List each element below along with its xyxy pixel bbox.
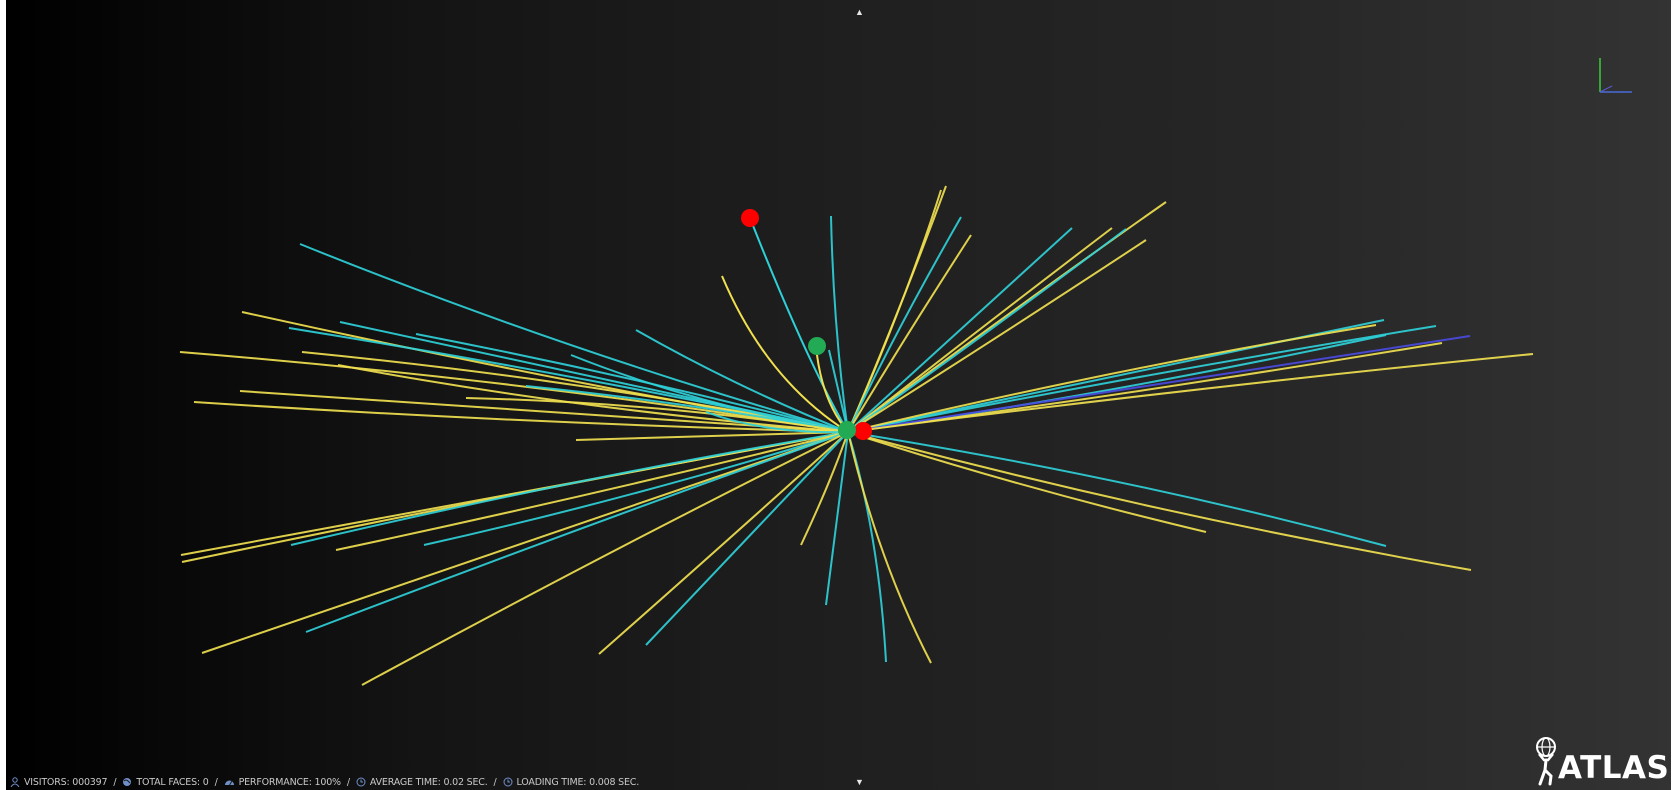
loading-time-label: LOADING TIME: 0.008 SEC. xyxy=(516,776,640,788)
expand-down-arrow-icon[interactable]: ▼ xyxy=(855,777,864,787)
loading-time-stat: LOADING TIME: 0.008 SEC. xyxy=(503,776,640,788)
particle-track xyxy=(575,431,849,441)
user-icon xyxy=(10,777,20,787)
particle-track xyxy=(847,431,1387,547)
clock-icon xyxy=(356,777,366,787)
average-time-stat: AVERAGE TIME: 0.02 SEC. xyxy=(356,777,488,788)
particle-track xyxy=(847,431,1207,533)
particle-track xyxy=(645,431,849,646)
particle-track xyxy=(847,239,1147,433)
particle-track xyxy=(290,431,849,546)
particle-track xyxy=(635,329,849,433)
performance-label: PERFORMANCE: 100% xyxy=(238,776,341,788)
expand-up-arrow-icon[interactable]: ▲ xyxy=(855,7,864,17)
axes-orientation-icon xyxy=(1599,58,1632,93)
electron-marker xyxy=(808,337,826,355)
particle-track xyxy=(847,325,1437,433)
event-display-canvas[interactable] xyxy=(6,0,1671,790)
particle-track xyxy=(299,243,849,433)
particle-track xyxy=(465,397,849,433)
separator: / xyxy=(214,776,218,788)
particle-track xyxy=(847,334,1387,433)
visitors-label: VISITORS: 000397 xyxy=(24,776,108,788)
average-time-label: AVERAGE TIME: 0.02 SEC. xyxy=(369,776,488,788)
clock-icon xyxy=(503,777,513,787)
particle-track xyxy=(335,431,849,551)
particle-track xyxy=(598,431,849,655)
particle-track xyxy=(800,431,849,546)
particle-track xyxy=(847,353,1534,433)
particle-track xyxy=(825,431,849,606)
particle-track xyxy=(830,215,849,433)
particle-track xyxy=(847,189,942,433)
total-faces-label: TOTAL FACES: 0 xyxy=(136,776,209,788)
separator: / xyxy=(113,776,117,788)
particle-track xyxy=(201,431,849,654)
total-faces-stat: TOTAL FACES: 0 xyxy=(122,776,209,788)
particle-track xyxy=(847,335,1471,433)
event-display-viewport[interactable]: ▲ ▼ VISITORS: 000397 / TOTAL FACES: 0 / … xyxy=(6,0,1671,790)
electron-marker xyxy=(838,421,856,439)
particle-track xyxy=(423,431,849,546)
performance-stat: PERFORMANCE: 100% xyxy=(224,777,341,788)
particle-track xyxy=(525,385,849,433)
speedometer-icon xyxy=(224,777,235,787)
atlas-logo-text: ATLAS xyxy=(1558,750,1670,786)
separator: / xyxy=(346,776,350,788)
particle-track xyxy=(847,234,972,433)
particle-track xyxy=(847,227,1113,433)
particle-track xyxy=(749,217,849,433)
particle-markers xyxy=(741,209,872,440)
particle-track xyxy=(181,431,849,563)
particle-track xyxy=(847,216,962,433)
muon-marker xyxy=(741,209,759,227)
particle-track xyxy=(193,401,849,433)
particle-tracks xyxy=(179,185,1534,686)
particle-track xyxy=(179,351,849,433)
particle-track xyxy=(847,228,1127,433)
status-bar: VISITORS: 000397 / TOTAL FACES: 0 / PERF… xyxy=(10,775,639,789)
particle-track xyxy=(705,411,849,434)
particle-track xyxy=(361,431,849,686)
atlas-logo[interactable]: ATLAS xyxy=(1530,734,1670,786)
particle-track xyxy=(721,275,849,433)
visitors-stat: VISITORS: 000397 xyxy=(10,776,108,788)
particle-track xyxy=(415,333,849,433)
particle-track xyxy=(337,364,849,433)
particle-track xyxy=(847,431,932,664)
muon-marker xyxy=(854,422,872,440)
particle-track xyxy=(305,431,849,633)
atlas-figure-icon xyxy=(1536,737,1556,786)
particle-track xyxy=(847,431,1472,571)
globe-icon xyxy=(122,777,132,787)
particle-track xyxy=(847,227,1073,433)
particle-track xyxy=(847,324,1377,433)
separator: / xyxy=(493,776,497,788)
